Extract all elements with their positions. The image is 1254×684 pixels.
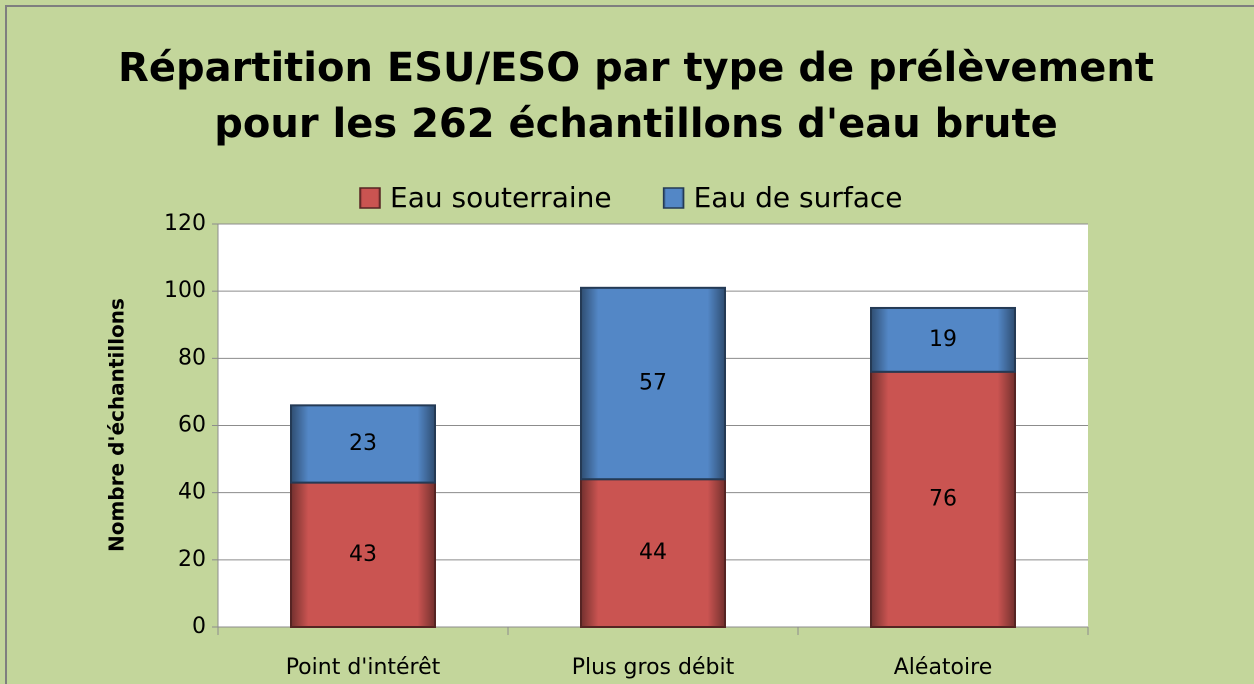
y-tick-label: 60 [178,413,206,438]
chart-border [5,5,1254,684]
y-tick-label: 0 [192,614,206,639]
data-label: 19 [929,327,957,352]
y-tick-label: 80 [178,345,206,370]
legend-label: Eau souterraine [390,181,612,214]
bar-segment [870,306,1016,373]
legend-label: Eau de surface [694,181,903,214]
chart-title: pour les 262 échantillons d'eau brute [214,101,1057,147]
y-tick-label: 100 [164,278,206,303]
data-label: 57 [639,371,667,396]
data-label: 76 [929,486,957,511]
data-label: 23 [349,431,377,456]
bar-segment [580,478,726,628]
x-tick-label: Plus gros débit [572,655,735,680]
y-tick-label: 20 [178,547,206,572]
x-tick-label: Point d'intérêt [286,655,441,680]
x-tick-label: Aléatoire [894,655,992,680]
legend-swatch [662,187,685,209]
bar-segment [580,286,726,481]
data-label: 43 [349,542,377,567]
chart-title: Répartition ESU/ESO par type de prélèvem… [118,45,1154,91]
legend-swatch [359,187,381,209]
data-label: 44 [639,540,667,565]
bar-segment [870,370,1016,628]
y-tick-label: 40 [178,480,206,505]
bar-segment [290,481,436,629]
y-axis-label: Nombre d'échantillons [105,298,129,552]
bar-segment [290,404,436,484]
y-tick-label: 120 [164,211,206,236]
